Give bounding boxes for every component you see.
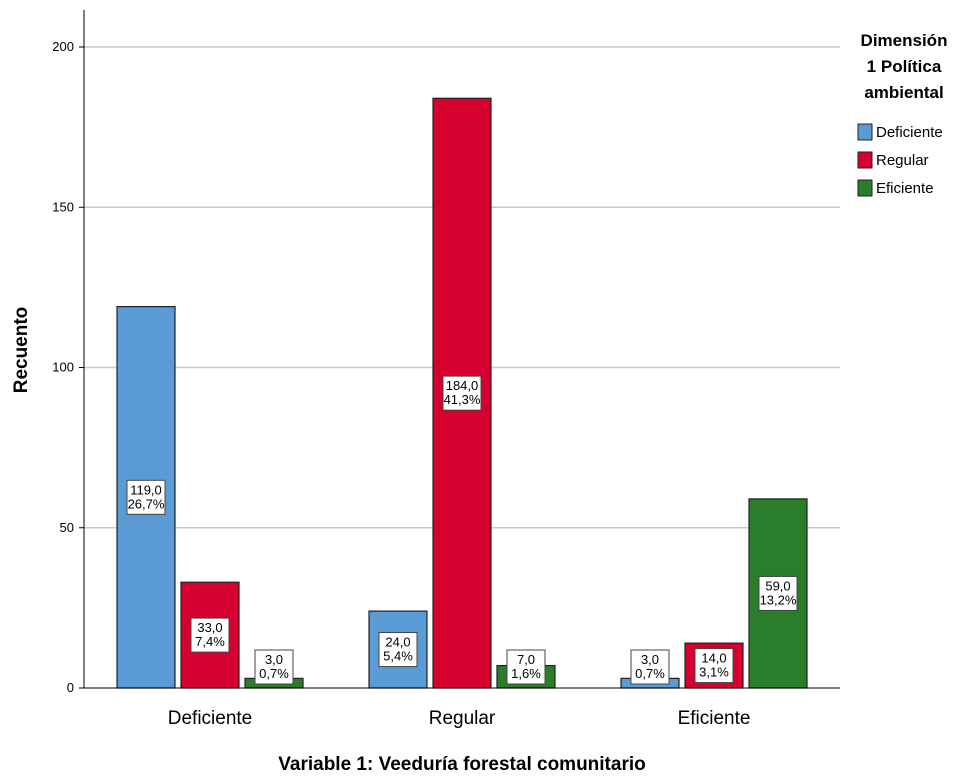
data-label-text: 0,7% xyxy=(635,666,665,681)
y-axis-ticks: 0 50 100 150 200 xyxy=(52,39,84,695)
y-tick-label: 200 xyxy=(52,39,74,54)
data-label-box xyxy=(126,479,166,515)
data-label: 14,03,1% xyxy=(694,648,734,684)
data-label-text: 14,0 xyxy=(701,651,726,666)
data-label-box xyxy=(506,649,546,685)
data-label-text: 119,0 xyxy=(130,482,162,497)
data-label: 3,00,7% xyxy=(254,649,294,685)
data-label-box xyxy=(758,575,798,611)
y-axis-title: Recuento xyxy=(11,307,32,394)
data-label-text: 184,0 xyxy=(446,378,479,393)
y-tick-label: 150 xyxy=(52,199,74,214)
legend-label: Regular xyxy=(876,152,929,169)
data-labels: 119,026,7%33,07,4%3,00,7%24,05,4%184,041… xyxy=(126,375,798,685)
x-axis-categories: Deficiente Regular Eficiente xyxy=(168,708,751,729)
data-label: 33,07,4% xyxy=(190,617,230,653)
data-label-text: 24,0 xyxy=(385,635,410,650)
data-label-box xyxy=(694,648,734,684)
legend-title-line-2: 1 Política xyxy=(867,57,942,76)
legend: Dimensión 1 Política ambiental Deficient… xyxy=(857,31,948,197)
data-label-text: 3,1% xyxy=(699,665,729,680)
data-label: 7,01,6% xyxy=(506,649,546,685)
x-axis-title: Variable 1: Veeduría forestal comunitari… xyxy=(278,754,645,775)
data-label-text: 13,2% xyxy=(760,592,797,607)
data-label-text: 3,0 xyxy=(265,652,283,667)
axes xyxy=(83,10,840,689)
data-label-box xyxy=(630,649,670,685)
data-label-box xyxy=(254,649,294,685)
data-label-text: 7,4% xyxy=(195,634,225,649)
data-label-text: 1,6% xyxy=(511,666,541,681)
data-label-text: 26,7% xyxy=(128,496,165,511)
legend-swatch xyxy=(857,123,873,141)
data-label: 24,05,4% xyxy=(378,632,418,668)
x-category-label: Regular xyxy=(429,708,496,729)
data-label-text: 3,0 xyxy=(641,652,659,667)
data-label: 119,026,7% xyxy=(126,479,166,515)
x-category-label: Eficiente xyxy=(678,708,751,729)
y-tick-label: 100 xyxy=(52,360,74,375)
legend-title-line-1: Dimensión xyxy=(861,31,948,50)
data-label-text: 59,0 xyxy=(765,578,790,593)
data-label-text: 0,7% xyxy=(259,666,289,681)
legend-swatch xyxy=(857,179,873,197)
legend-label: Deficiente xyxy=(876,124,943,141)
data-label: 3,00,7% xyxy=(630,649,670,685)
data-label-text: 5,4% xyxy=(383,649,413,664)
legend-label: Eficiente xyxy=(876,180,934,197)
data-label: 184,041,3% xyxy=(442,375,482,411)
data-label-box xyxy=(442,375,482,411)
y-tick-label: 0 xyxy=(67,680,74,695)
legend-items: Deficiente Regular Eficiente xyxy=(857,123,943,197)
data-label-text: 41,3% xyxy=(444,392,481,407)
data-label-box xyxy=(190,617,230,653)
data-label-text: 33,0 xyxy=(197,620,222,635)
data-label-box xyxy=(378,632,418,668)
y-tick-label: 50 xyxy=(60,520,74,535)
x-category-label: Deficiente xyxy=(168,708,253,729)
data-label-text: 7,0 xyxy=(517,652,535,667)
legend-title-line-3: ambiental xyxy=(864,83,943,102)
data-label: 59,013,2% xyxy=(758,575,798,611)
legend-swatch xyxy=(857,151,873,169)
